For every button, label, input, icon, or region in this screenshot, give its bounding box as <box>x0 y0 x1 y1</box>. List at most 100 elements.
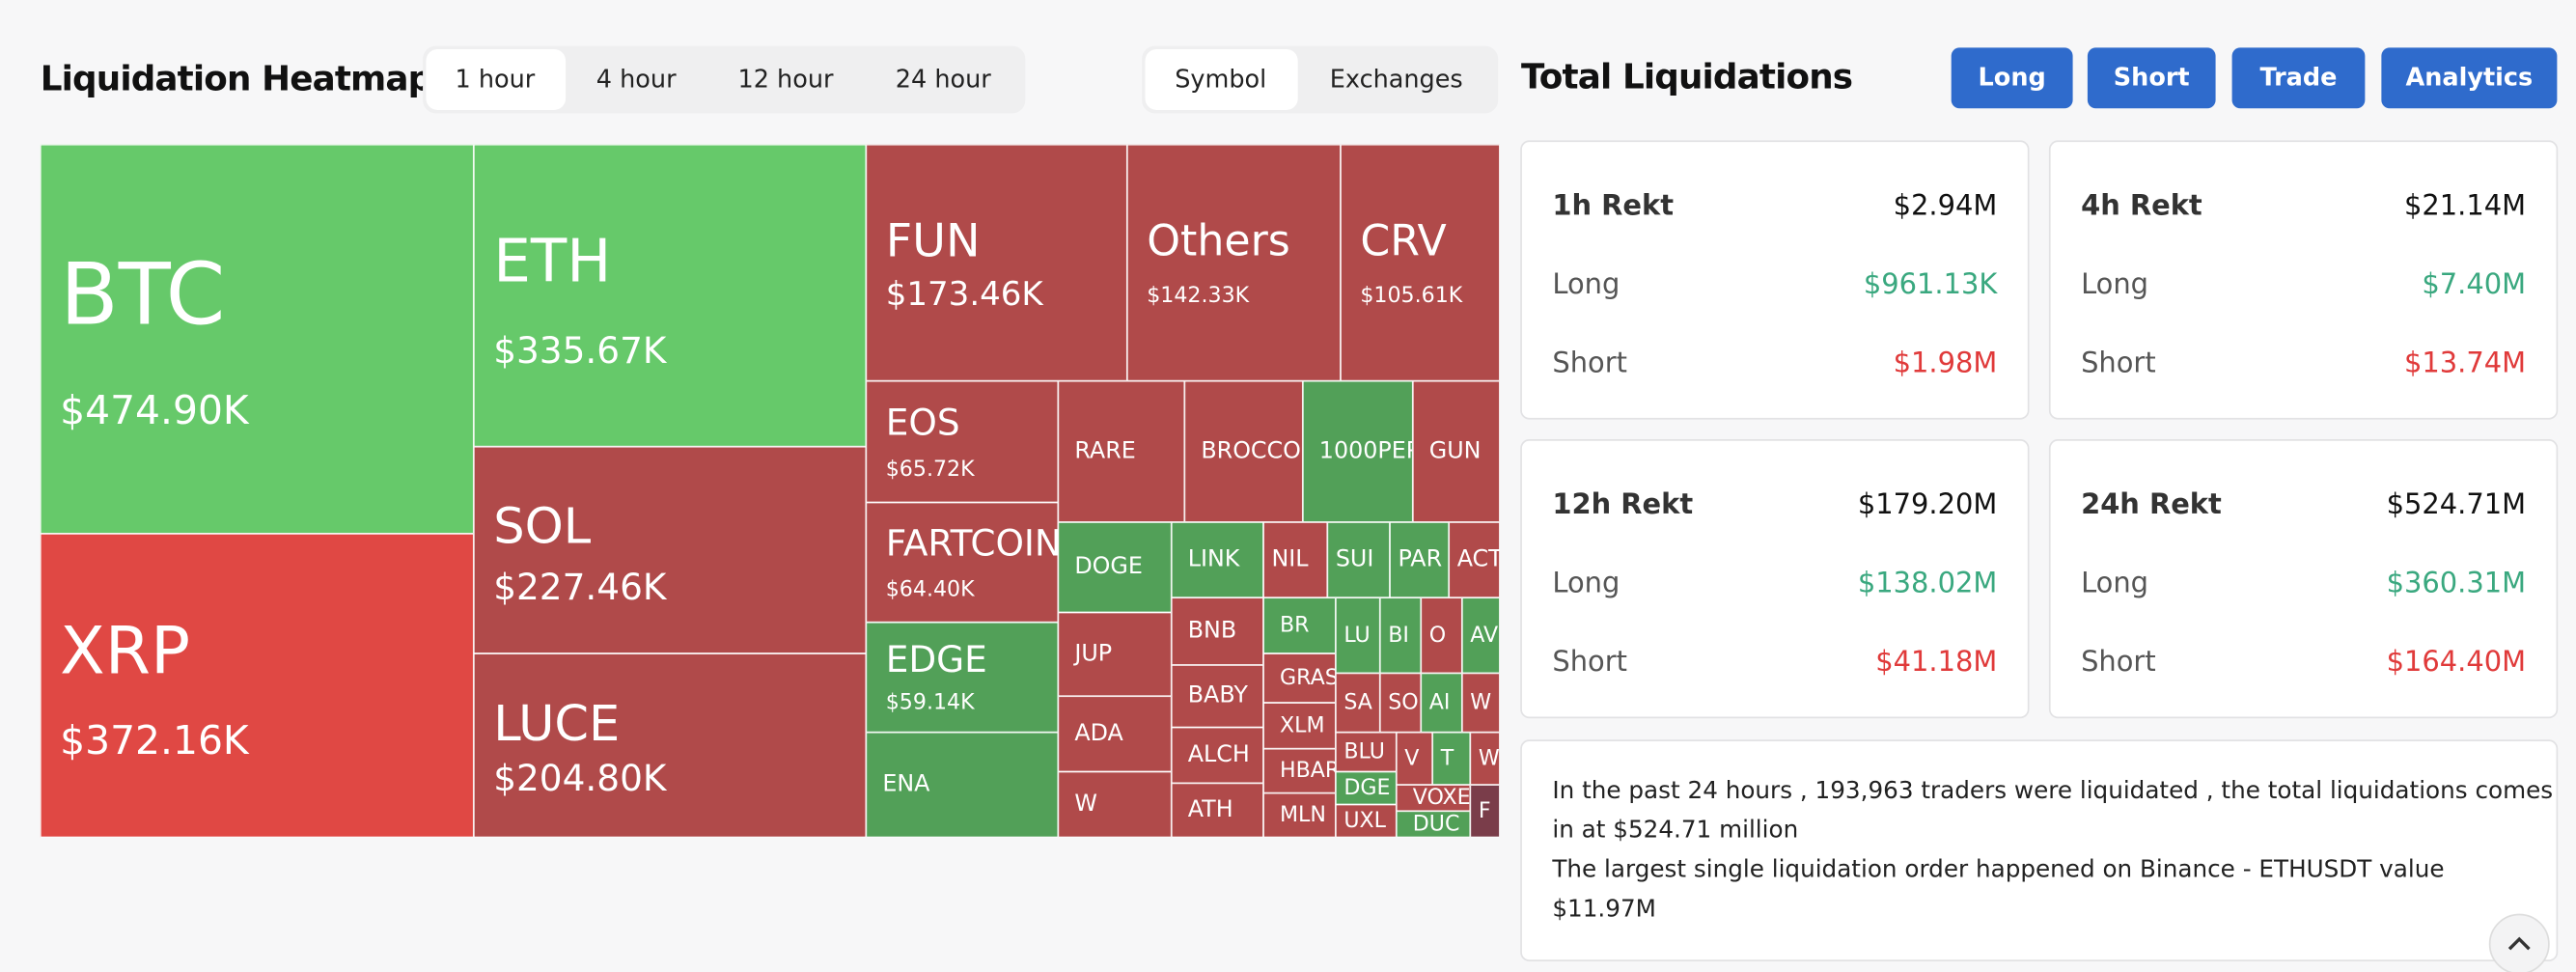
card-label: Long <box>1552 267 1620 300</box>
tile-value: $105.61K <box>1360 283 1462 308</box>
tile[interactable]: SUI <box>1327 521 1390 598</box>
tile[interactable]: SO <box>1379 673 1422 733</box>
tile[interactable]: FARTCOIN $64.40K <box>866 502 1062 623</box>
card-value: $1.98M <box>1894 347 1998 379</box>
tile[interactable]: Others $142.33K <box>1126 144 1341 381</box>
time-tab[interactable]: 12 hour <box>738 65 834 94</box>
tile[interactable]: EDGE $59.14K <box>866 622 1059 733</box>
tile[interactable]: ENA <box>866 732 1059 838</box>
button[interactable]: Analytics <box>2406 64 2534 93</box>
tile[interactable]: BABY <box>1171 664 1263 728</box>
tile-label: O <box>1429 623 1446 648</box>
view-tab[interactable]: Symbol <box>1175 65 1266 94</box>
tile[interactable]: JUP <box>1058 612 1172 697</box>
tile-label: T <box>1440 745 1454 770</box>
tile[interactable]: BI <box>1379 597 1422 674</box>
tile[interactable]: W <box>1461 673 1500 733</box>
tile[interactable]: MLN <box>1262 792 1336 838</box>
card-value: $2.94M <box>1894 188 1998 221</box>
tile[interactable]: ATH <box>1171 783 1263 838</box>
tile[interactable]: NIL <box>1262 521 1328 598</box>
tile-bg <box>1470 785 1500 838</box>
tile[interactable]: EOS $65.72K <box>866 380 1059 503</box>
tile-bg <box>1058 521 1172 613</box>
time-tab[interactable]: 4 hour <box>596 65 677 94</box>
tile-label: GRAS <box>1280 665 1339 690</box>
tile[interactable]: HBAR <box>1262 748 1340 793</box>
tile[interactable]: DUC <box>1396 811 1471 838</box>
tile-bg <box>1058 771 1172 838</box>
view-tab[interactable]: Exchanges <box>1330 65 1463 94</box>
tile-label: JUP <box>1072 639 1112 666</box>
tile[interactable]: LINK <box>1171 521 1263 598</box>
tile-bg <box>1449 521 1500 598</box>
tile[interactable]: SOL $227.46K <box>473 446 867 654</box>
tile[interactable]: GUN <box>1412 380 1500 522</box>
tile[interactable]: GRAS <box>1262 653 1339 704</box>
tile[interactable]: BR <box>1262 597 1336 654</box>
card-value: $164.40M <box>2387 645 2526 678</box>
card-label: Long <box>2081 267 2148 300</box>
tile[interactable]: W <box>1470 732 1500 786</box>
tile[interactable]: LUCE$204.80K <box>473 653 867 838</box>
tile[interactable]: AV <box>1461 597 1500 674</box>
tile[interactable]: DGE <box>1335 771 1397 805</box>
tile[interactable]: O <box>1421 597 1462 674</box>
tile-label: W <box>1479 745 1500 770</box>
tile-bg <box>1470 732 1500 786</box>
tile-value: $65.72K <box>886 457 975 482</box>
tile[interactable]: V <box>1396 732 1433 786</box>
button-bg[interactable] <box>2381 47 2558 109</box>
tile[interactable]: XLM <box>1262 703 1336 749</box>
tile-bg <box>866 144 1127 381</box>
tile[interactable]: ETH $335.67K <box>473 144 867 447</box>
tile[interactable]: LU <box>1335 597 1380 674</box>
tile[interactable]: BTC $474.90K <box>40 144 474 534</box>
tile-bg <box>40 144 474 534</box>
tile[interactable]: F <box>1470 785 1500 838</box>
tile-label: VOXE <box>1413 785 1471 810</box>
tile[interactable]: BNB <box>1171 597 1263 665</box>
tile[interactable]: RARE <box>1058 380 1185 522</box>
tile[interactable]: DOGE <box>1058 521 1172 613</box>
button-bg[interactable] <box>2087 47 2216 109</box>
tile-label: XRP <box>60 613 190 689</box>
tile[interactable]: ACT <box>1449 521 1503 598</box>
button[interactable]: Trade <box>2260 64 2338 93</box>
tile[interactable]: BROCCOL <box>1184 380 1315 522</box>
tile-bg <box>1335 771 1397 805</box>
tile[interactable]: CRV $105.61K <box>1340 144 1500 381</box>
tile[interactable]: T <box>1432 732 1471 786</box>
tile-label: MLN <box>1280 802 1326 827</box>
tile-bg <box>1126 144 1341 381</box>
button-bg[interactable] <box>1951 47 2073 109</box>
card-label: Short <box>1552 645 1627 678</box>
time-tab[interactable]: 1 hour <box>456 65 536 94</box>
tile[interactable]: 1000PEP <box>1302 380 1420 522</box>
tile[interactable]: VOXE <box>1396 785 1471 812</box>
tile[interactable]: XRP $372.16K <box>40 533 474 838</box>
tile[interactable]: ADA <box>1058 696 1172 772</box>
tile[interactable]: W <box>1058 771 1172 838</box>
tile-label: BI <box>1388 623 1409 648</box>
tile[interactable]: PAR <box>1389 521 1450 598</box>
summary-line: In the past 24 hours , 193,963 traders w… <box>1552 776 2553 804</box>
tile-label: ALCH <box>1188 740 1250 767</box>
time-tab[interactable]: 24 hour <box>896 65 991 94</box>
tile-bg <box>1262 748 1336 793</box>
tile[interactable]: BLU <box>1335 732 1397 772</box>
tile[interactable]: FUN $173.46K <box>866 144 1127 381</box>
tile[interactable]: ALCH <box>1171 727 1263 784</box>
tile-bg <box>1058 612 1172 697</box>
button[interactable]: Short <box>2114 64 2190 93</box>
button[interactable]: Long <box>1979 64 2046 93</box>
scroll-top[interactable] <box>2488 913 2550 972</box>
tile[interactable]: UXL <box>1335 804 1397 838</box>
tile-bg <box>1379 597 1422 674</box>
tile[interactable]: AI <box>1421 673 1462 733</box>
tile[interactable]: SA <box>1335 673 1380 733</box>
button-bg[interactable] <box>2231 47 2366 109</box>
tile-bg <box>1432 732 1471 786</box>
tile-value: $59.14K <box>886 689 975 714</box>
card-value: $21.14M <box>2404 188 2526 221</box>
